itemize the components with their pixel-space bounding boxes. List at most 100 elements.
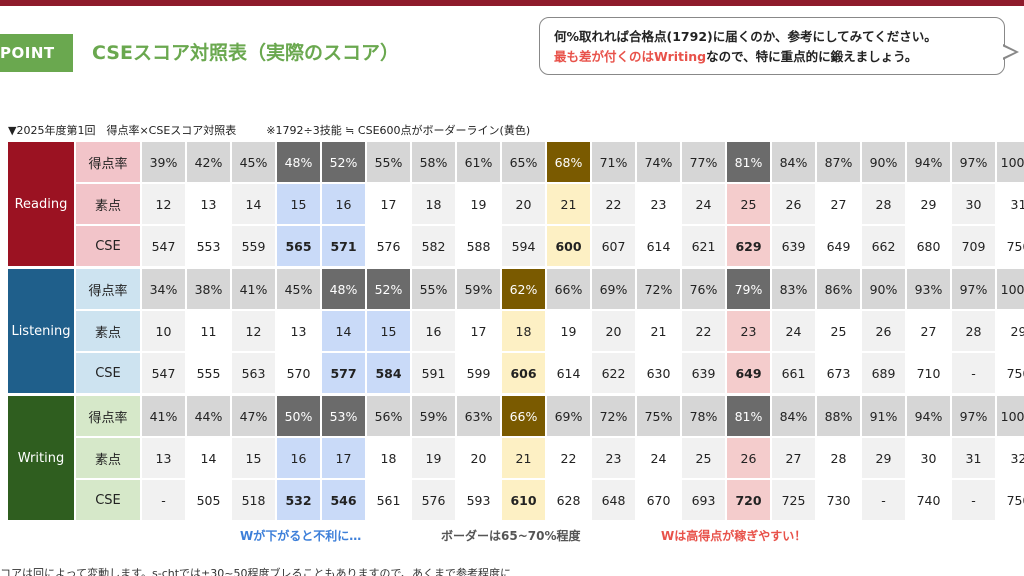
table-cell: 65% bbox=[502, 142, 545, 182]
table-cell: 97% bbox=[952, 269, 995, 309]
table-cell: 100% bbox=[997, 142, 1024, 182]
table-cell: 18 bbox=[412, 184, 455, 224]
table-cell: 100% bbox=[997, 269, 1024, 309]
table-cell: 25 bbox=[817, 311, 860, 351]
row-label: 素点 bbox=[76, 311, 140, 351]
callout-line-2-rest: なので、特に重点的に鍛えましょう。 bbox=[706, 49, 918, 64]
table-cell: 26 bbox=[862, 311, 905, 351]
table-cell: 20 bbox=[502, 184, 545, 224]
table-cell: 582 bbox=[412, 226, 455, 266]
table-cell: 13 bbox=[187, 184, 230, 224]
table-cell: 24 bbox=[637, 438, 680, 478]
table-cell: 532 bbox=[277, 480, 320, 520]
page-title: CSEスコア対照表（実際のスコア） bbox=[92, 42, 399, 64]
table-cell: 48% bbox=[322, 269, 365, 309]
table-cell: 750 bbox=[997, 226, 1024, 266]
table-cell: 12 bbox=[142, 184, 185, 224]
table-cell: 77% bbox=[682, 142, 725, 182]
table-cell: 59% bbox=[412, 396, 455, 436]
table-cell: 23 bbox=[637, 184, 680, 224]
table-cell: 559 bbox=[232, 226, 275, 266]
table-cell: 661 bbox=[772, 353, 815, 393]
table-cell: 45% bbox=[277, 269, 320, 309]
table-cell: 84% bbox=[772, 396, 815, 436]
table-cell: 11 bbox=[187, 311, 230, 351]
table-cell: 14 bbox=[187, 438, 230, 478]
table-cell: 55% bbox=[412, 269, 455, 309]
table-cell: 68% bbox=[547, 142, 590, 182]
table-cell: 69% bbox=[592, 269, 635, 309]
footer-note-red: Wは高得点が稼ぎやすい！ bbox=[661, 529, 807, 543]
table-cell: 730 bbox=[817, 480, 860, 520]
callout-highlight: 最も差が付くのはWriting bbox=[554, 49, 707, 64]
table-cell: 42% bbox=[187, 142, 230, 182]
table-cell: 594 bbox=[502, 226, 545, 266]
table-cell: 81% bbox=[727, 396, 770, 436]
table-cell: 662 bbox=[862, 226, 905, 266]
table-cell: 91% bbox=[862, 396, 905, 436]
table-cell: 21 bbox=[547, 184, 590, 224]
table-cell: 76% bbox=[682, 269, 725, 309]
table-cell: 88% bbox=[817, 396, 860, 436]
table-cell: 639 bbox=[772, 226, 815, 266]
table-cell: 66% bbox=[547, 269, 590, 309]
table-cell: 31 bbox=[997, 184, 1024, 224]
table-cell: 94% bbox=[907, 142, 950, 182]
table-cell: 607 bbox=[592, 226, 635, 266]
table-cell: 547 bbox=[142, 226, 185, 266]
table-cell: 680 bbox=[907, 226, 950, 266]
table-cell: 17 bbox=[457, 311, 500, 351]
table-cell: 22 bbox=[682, 311, 725, 351]
table-cell: 44% bbox=[187, 396, 230, 436]
table-cell: - bbox=[952, 353, 995, 393]
table-cell: 563 bbox=[232, 353, 275, 393]
row-label: CSE bbox=[76, 353, 140, 393]
caption-left: ▼2025年度第1回 得点率×CSEスコア対照表 bbox=[8, 124, 237, 137]
table-cell: 547 bbox=[142, 353, 185, 393]
table-cell: 39% bbox=[142, 142, 185, 182]
table-cell: 62% bbox=[502, 269, 545, 309]
table-cell: 28 bbox=[862, 184, 905, 224]
table-cell: 50% bbox=[277, 396, 320, 436]
section-label: Reading bbox=[8, 142, 74, 266]
caption-right: ※1792÷3技能 ≒ CSE600点がボーダーライン(黄色) bbox=[266, 124, 531, 137]
table-cell: 13 bbox=[277, 311, 320, 351]
table-cell: 19 bbox=[547, 311, 590, 351]
table-cell: 27 bbox=[907, 311, 950, 351]
table-cell: 576 bbox=[367, 226, 410, 266]
table-cell: 34% bbox=[142, 269, 185, 309]
table-cell: 614 bbox=[547, 353, 590, 393]
row-label: CSE bbox=[76, 480, 140, 520]
table-cell: 45% bbox=[232, 142, 275, 182]
table-cell: 22 bbox=[547, 438, 590, 478]
section-listening: Listening 得点率 34% 38% 41% 45% 48% 52% 55% 59% 62% 6… bbox=[8, 269, 1024, 395]
table-cell: 30 bbox=[907, 438, 950, 478]
table-cell: 750 bbox=[997, 353, 1024, 393]
table-cell: 18 bbox=[367, 438, 410, 478]
table-cell: 21 bbox=[502, 438, 545, 478]
table-cell: 22 bbox=[592, 184, 635, 224]
table-cell: 16 bbox=[412, 311, 455, 351]
table-cell: 725 bbox=[772, 480, 815, 520]
callout-tail-inner bbox=[1002, 46, 1015, 58]
table-cell: 629 bbox=[727, 226, 770, 266]
table-cell: 48% bbox=[277, 142, 320, 182]
table-cell: - bbox=[862, 480, 905, 520]
table-cell: 15 bbox=[277, 184, 320, 224]
point-badge: POINT bbox=[0, 34, 73, 72]
table-cell: 72% bbox=[637, 269, 680, 309]
callout-box: 何%取れれば合格点(1792)に届くのか、参考にしてみてください。 最も差が付く… bbox=[539, 17, 1005, 75]
table-cell: 571 bbox=[322, 226, 365, 266]
table-cell: 90% bbox=[862, 269, 905, 309]
table-cell: 639 bbox=[682, 353, 725, 393]
table-cell: 740 bbox=[907, 480, 950, 520]
table-cell: 30 bbox=[952, 184, 995, 224]
table-cell: 41% bbox=[142, 396, 185, 436]
table-cell: 649 bbox=[817, 226, 860, 266]
table-cell: 20 bbox=[457, 438, 500, 478]
table-cell: 52% bbox=[367, 269, 410, 309]
table-cell: 12 bbox=[232, 311, 275, 351]
table-cell: 29 bbox=[907, 184, 950, 224]
table-cell: 93% bbox=[907, 269, 950, 309]
table-cell: 518 bbox=[232, 480, 275, 520]
